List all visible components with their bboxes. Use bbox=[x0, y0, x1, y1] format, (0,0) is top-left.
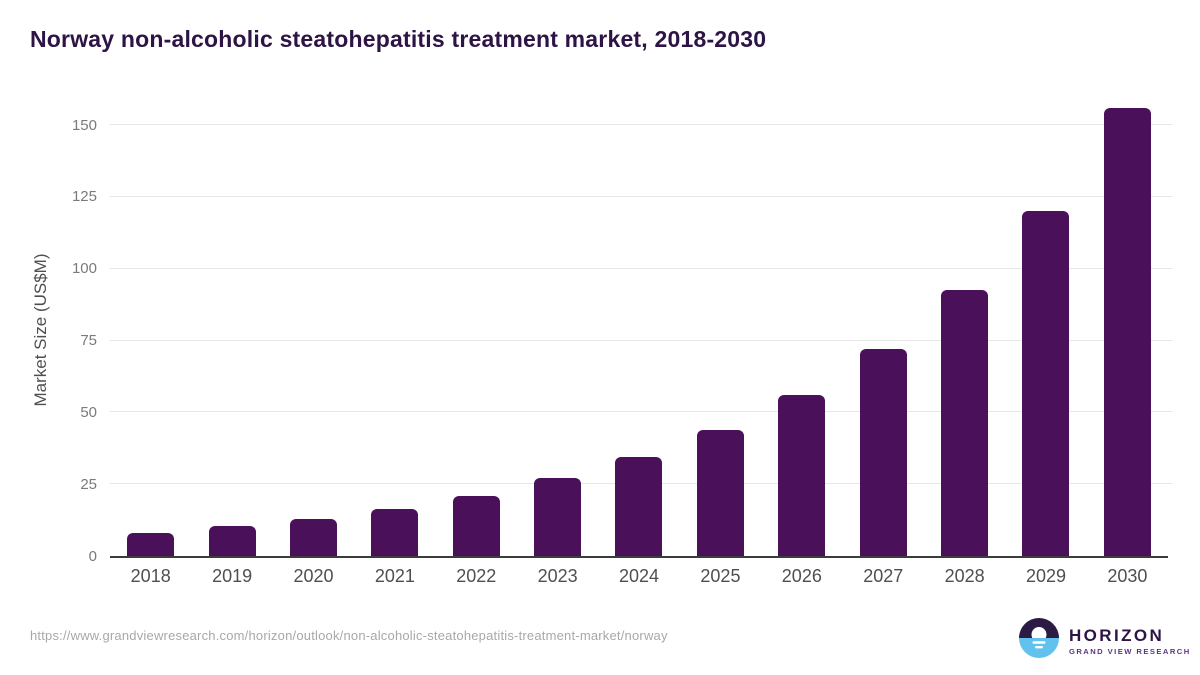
x-tick-label-2030: 2030 bbox=[1107, 566, 1148, 586]
horizon-logo-tagline: GRAND VIEW RESEARCH bbox=[1069, 646, 1191, 656]
x-tick-label-2018: 2018 bbox=[130, 566, 171, 586]
bar-2020 bbox=[289, 518, 337, 556]
x-axis-ticks: 2018 2019 2020 2021 2022 2023 2024 2025 2026 2027… bbox=[110, 566, 1168, 587]
bar-2026 bbox=[778, 395, 826, 556]
x-tick-label-2029: 2029 bbox=[1025, 566, 1067, 586]
y-axis-title: Market Size (US$M) bbox=[31, 253, 50, 407]
y-tick-label-100: 100 bbox=[71, 260, 97, 278]
chart-title: Norway non-alcoholic steatohepatitis tre… bbox=[30, 26, 767, 52]
x-tick-label-2022: 2022 bbox=[456, 566, 497, 586]
y-tick-label-125: 125 bbox=[71, 188, 97, 206]
bar-2030 bbox=[1103, 107, 1151, 556]
bar-2018 bbox=[127, 533, 175, 556]
bar-2024 bbox=[615, 456, 663, 556]
gridline-75 bbox=[110, 339, 1172, 341]
x-tick-label-2026: 2026 bbox=[781, 566, 822, 586]
bar-2029 bbox=[1022, 211, 1070, 556]
x-tick-label-2024: 2024 bbox=[619, 566, 660, 586]
bar-2022 bbox=[452, 495, 500, 556]
gridline-150 bbox=[110, 124, 1172, 125]
x-tick-label-2025: 2025 bbox=[700, 566, 741, 586]
x-tick-label-2028: 2028 bbox=[944, 566, 985, 586]
bar-2027 bbox=[859, 349, 907, 556]
gridline-100 bbox=[110, 267, 1172, 269]
bar-2025 bbox=[696, 429, 744, 556]
y-tick-label-75: 75 bbox=[80, 332, 97, 349]
horizon-logo-brand: HORIZON bbox=[1069, 625, 1165, 645]
horizon-sun-over-water-icon bbox=[1019, 618, 1059, 663]
gridline-50 bbox=[110, 411, 1172, 413]
plot-area: 0 25 50 75 100 125 150 bbox=[72, 100, 1172, 564]
bar-series bbox=[110, 100, 1168, 556]
bar-2019 bbox=[208, 525, 256, 556]
y-tick-label-150: 150 bbox=[71, 116, 97, 134]
x-tick-label-2027: 2027 bbox=[863, 566, 904, 586]
source-url: https://www.grandviewresearch.com/horizo… bbox=[30, 628, 668, 643]
bar-2028 bbox=[940, 290, 988, 556]
horizon-logo: HORIZON GRAND VIEW RESEARCH bbox=[1019, 618, 1191, 663]
x-tick-label-2021: 2021 bbox=[374, 566, 415, 586]
x-tick-label-2020: 2020 bbox=[293, 566, 334, 586]
x-tick-label-2019: 2019 bbox=[212, 566, 253, 586]
bar-2021 bbox=[371, 508, 419, 556]
x-tick-label-2023: 2023 bbox=[537, 566, 578, 586]
horizon-logo-text: HORIZON GRAND VIEW RESEARCH bbox=[1069, 626, 1191, 656]
gridline-125 bbox=[110, 195, 1172, 197]
y-tick-label-50: 50 bbox=[80, 403, 97, 421]
bar-2023 bbox=[534, 478, 582, 556]
y-tick-label-25: 25 bbox=[80, 475, 97, 493]
y-tick-label-0: 0 bbox=[88, 547, 97, 565]
